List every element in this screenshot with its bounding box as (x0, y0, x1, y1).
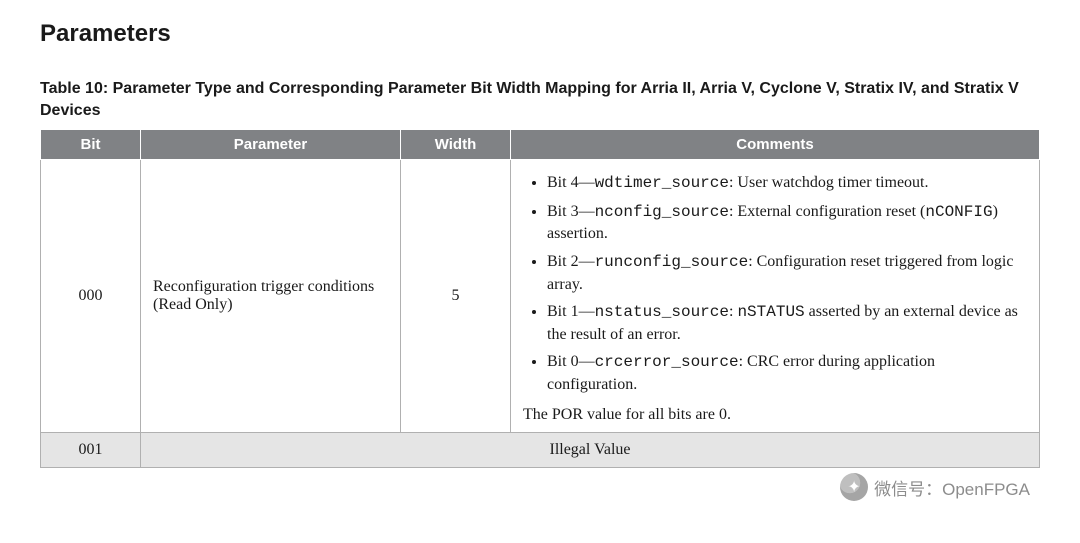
col-header-parameter: Parameter (141, 130, 401, 160)
bit-list: Bit 4—wdtimer_source: User watchdog time… (523, 172, 1027, 395)
section-heading: Parameters (40, 20, 1040, 48)
table-header-row: Bit Parameter Width Comments (41, 130, 1040, 160)
list-item: Bit 4—wdtimer_source: User watchdog time… (547, 172, 1027, 195)
col-header-comments: Comments (511, 130, 1040, 160)
bit-desc: : External configuration reset ( (729, 203, 925, 220)
bit-label: Bit 1— (547, 303, 595, 320)
cell-parameter: Reconfiguration trigger conditions (Read… (141, 160, 401, 432)
cell-bit: 001 (41, 432, 141, 467)
table-row: 000 Reconfiguration trigger conditions (… (41, 160, 1040, 432)
bit-code: wdtimer_source (595, 174, 729, 192)
watermark-label: 微信号：OpenFPGA (874, 475, 1030, 500)
bit-code: nconfig_source (595, 203, 729, 221)
bit-code: crcerror_source (595, 353, 739, 371)
wechat-icon: ✦ (840, 473, 868, 501)
bit-label: Bit 2— (547, 253, 595, 270)
watermark: ✦ 微信号：OpenFPGA (840, 473, 1030, 501)
bit-code: nCONFIG (925, 203, 992, 221)
parameters-table: Bit Parameter Width Comments 000 Reconfi… (40, 129, 1040, 467)
bit-code: runconfig_source (595, 253, 749, 271)
table-caption: Table 10: Parameter Type and Correspondi… (40, 78, 1040, 121)
col-header-bit: Bit (41, 130, 141, 160)
list-item: Bit 0—crcerror_source: CRC error during … (547, 351, 1027, 395)
por-note: The POR value for all bits are 0. (523, 406, 1027, 424)
cell-comments: Bit 4—wdtimer_source: User watchdog time… (511, 160, 1040, 432)
bit-code: nstatus_source (595, 303, 729, 321)
list-item: Bit 1—nstatus_source: nSTATUS asserted b… (547, 301, 1027, 345)
list-item: Bit 2—runconfig_source: Configuration re… (547, 251, 1027, 295)
table-row: 001 Illegal Value (41, 432, 1040, 467)
bit-desc: : User watchdog timer timeout. (729, 174, 929, 191)
bit-label: Bit 0— (547, 353, 595, 370)
cell-bit: 000 (41, 160, 141, 432)
bit-code: nSTATUS (737, 303, 804, 321)
col-header-width: Width (401, 130, 511, 160)
cell-merged: Illegal Value (141, 432, 1040, 467)
bit-label: Bit 3— (547, 203, 595, 220)
list-item: Bit 3—nconfig_source: External configura… (547, 201, 1027, 245)
bit-label: Bit 4— (547, 174, 595, 191)
cell-width: 5 (401, 160, 511, 432)
